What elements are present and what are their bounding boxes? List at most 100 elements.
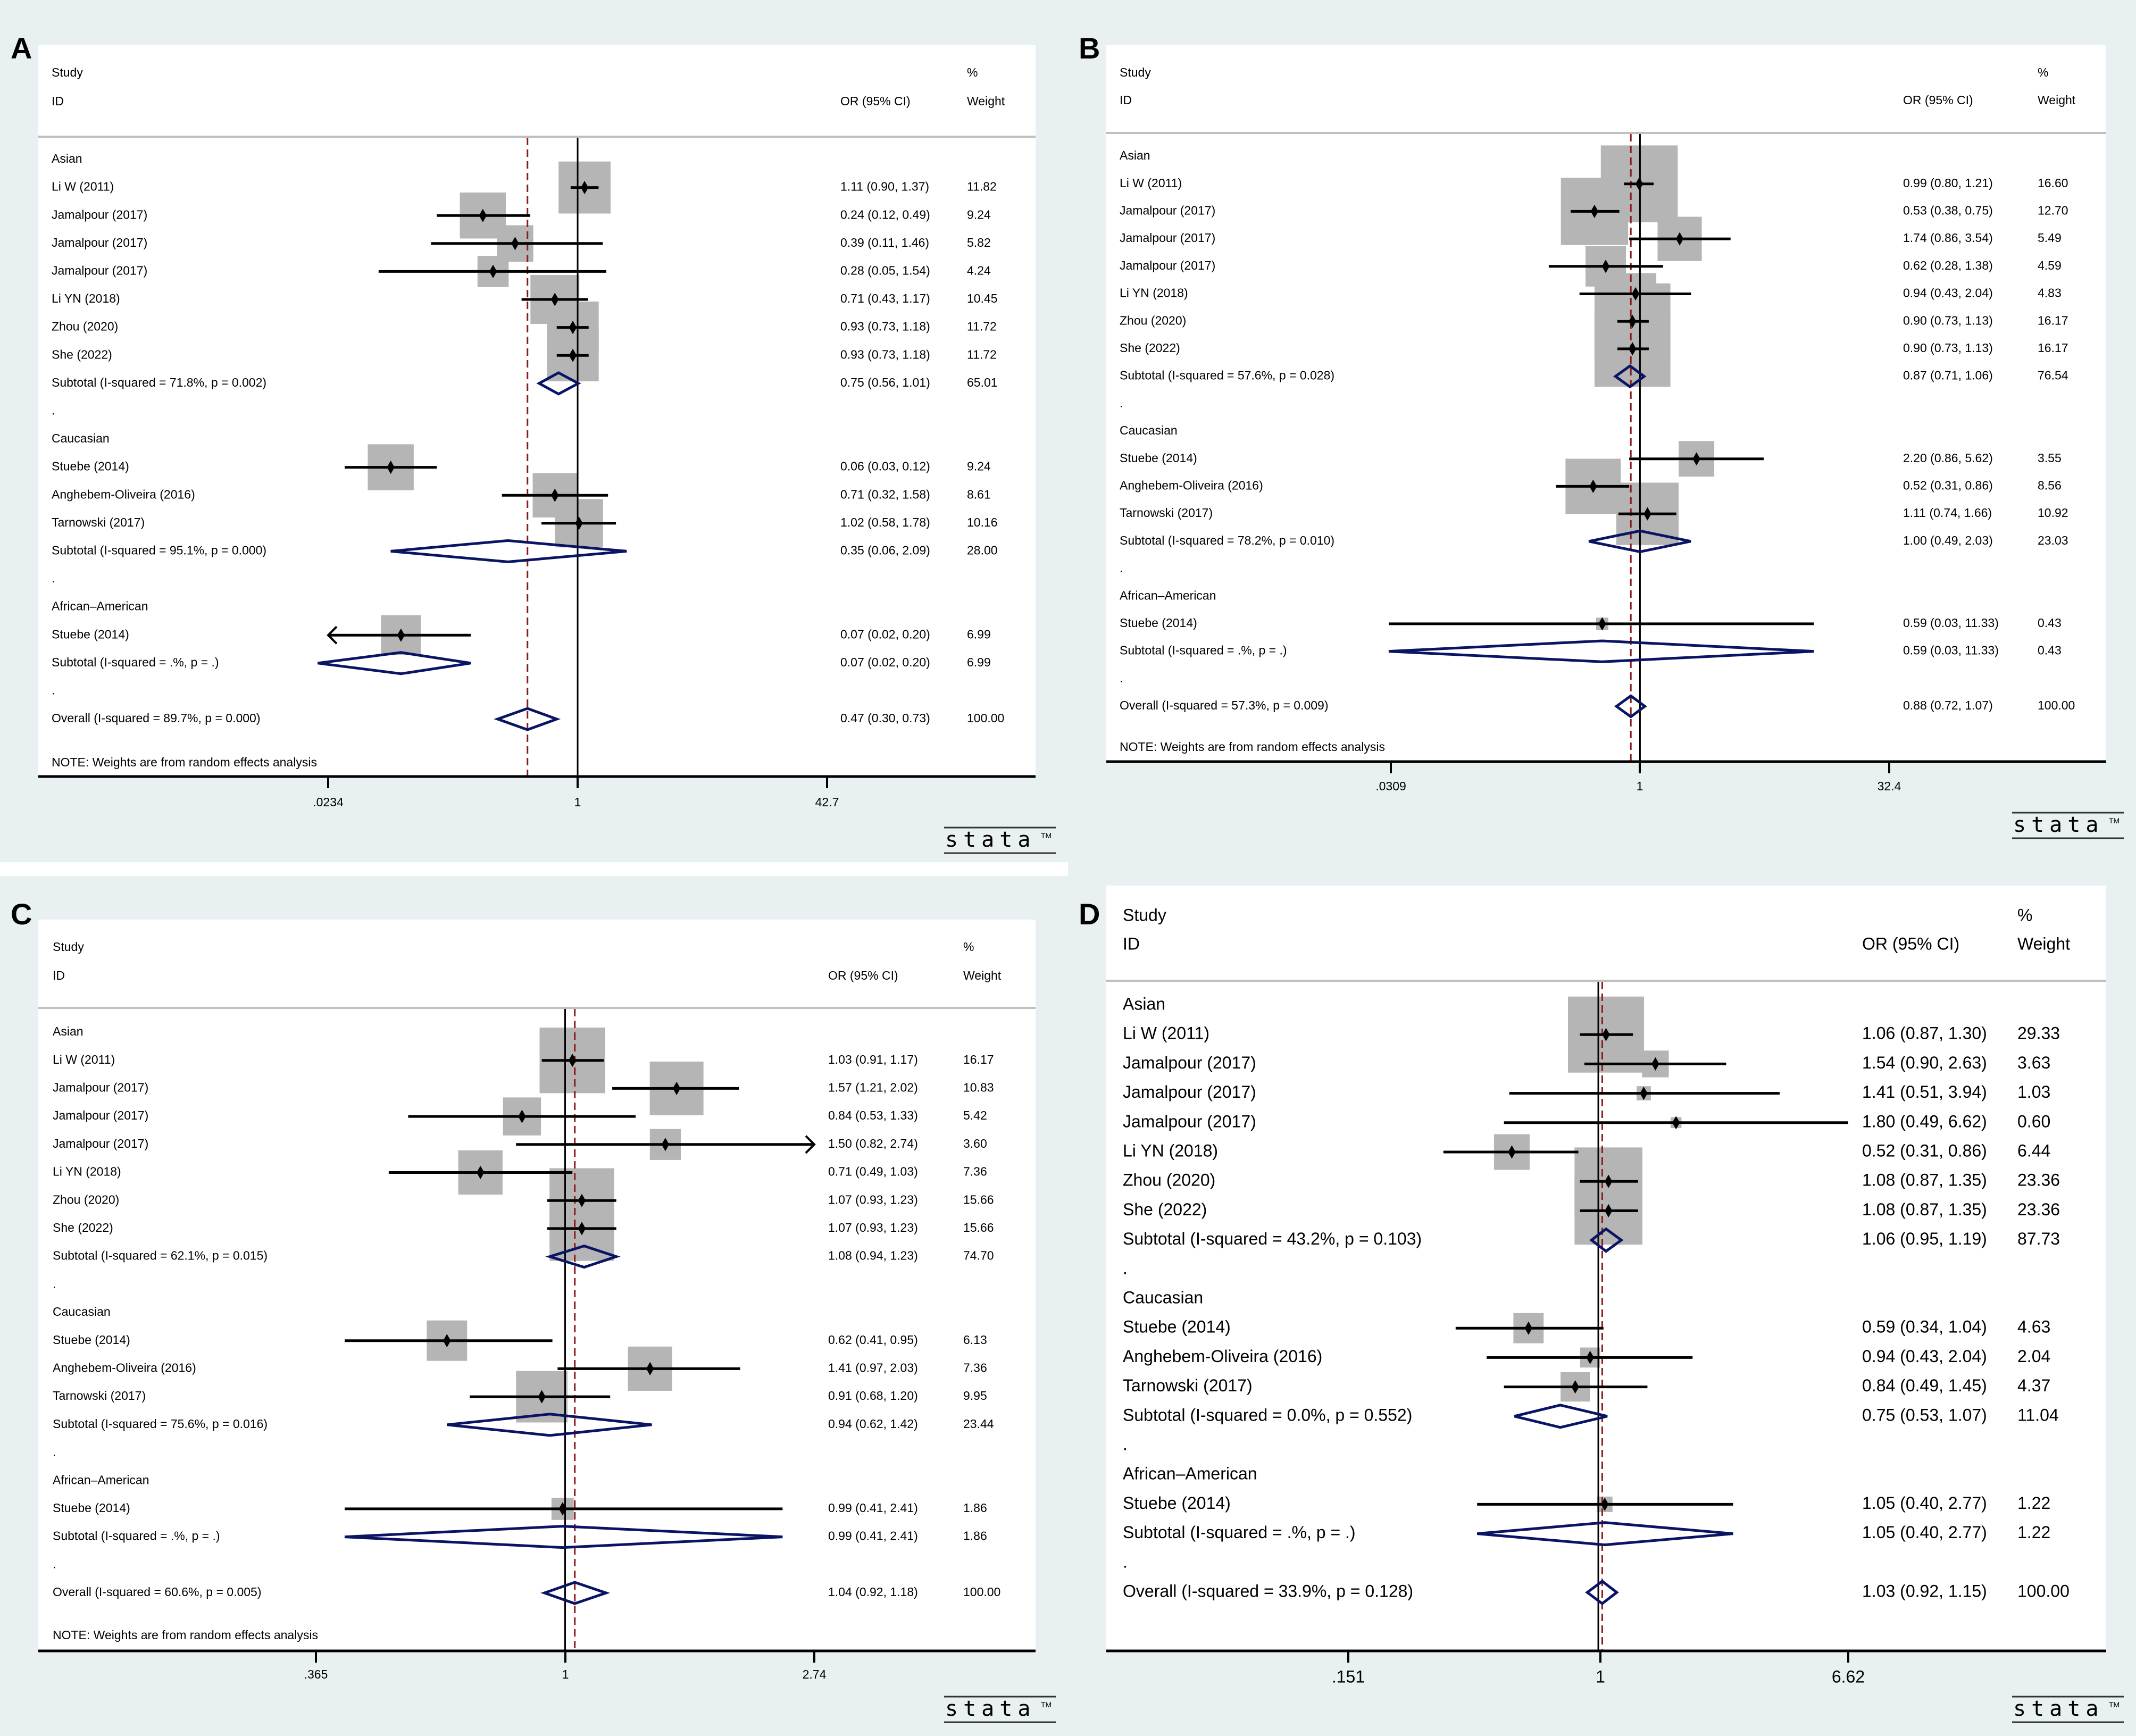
point-estimate-marker	[569, 321, 577, 335]
row-label-subtotal: Subtotal (I-squared = 71.8%, p = 0.002)	[52, 375, 266, 389]
row-label-study: Stuebe (2014)	[1120, 616, 1197, 630]
point-estimate-marker	[477, 1165, 485, 1180]
row-weight-text: 11.04	[2017, 1405, 2059, 1424]
row-label-group: Asian	[1123, 994, 1165, 1013]
overall-diamond	[1614, 694, 1647, 719]
point-estimate-marker	[518, 1109, 526, 1123]
row-weight-text: 11.82	[967, 180, 997, 194]
overall-diamond	[494, 707, 561, 731]
row-effect-text: 1.41 (0.51, 3.94)	[1862, 1082, 1987, 1101]
row-label-study: Tarnowski (2017)	[1123, 1376, 1253, 1395]
row-effect-text: 0.99 (0.41, 2.41)	[828, 1501, 918, 1515]
row-effect-text: 0.07 (0.02, 0.20)	[840, 655, 930, 669]
row-label-overall: Overall (I-squared = 57.3%, p = 0.009)	[1120, 698, 1329, 712]
row-effect-text: 0.75 (0.56, 1.01)	[840, 375, 930, 389]
point-estimate-marker	[511, 237, 519, 251]
row-label-study: Jamalpour (2017)	[1120, 231, 1215, 245]
row-label-study: Stuebe (2014)	[1123, 1317, 1231, 1337]
row-weight-text: 9.24	[967, 207, 991, 221]
x-tick-label: .0309	[1375, 779, 1406, 793]
row-effect-text: 0.84 (0.53, 1.33)	[828, 1108, 918, 1122]
row-label-overall: Overall (I-squared = 33.9%, p = 0.128)	[1123, 1581, 1413, 1600]
row-effect-text: 1.57 (1.21, 2.02)	[828, 1080, 918, 1094]
logo-tm: TM	[2109, 1700, 2120, 1709]
row-label-spacer: .	[1123, 1552, 1128, 1571]
row-effect-text: 1.41 (0.97, 2.03)	[828, 1361, 918, 1374]
row-weight-text: 29.33	[2017, 1024, 2060, 1043]
row-label-spacer: .	[1120, 396, 1123, 410]
row-effect-text: 0.39 (0.11, 1.46)	[840, 236, 929, 249]
row-weight-text: 7.36	[963, 1361, 987, 1374]
row-label-subtotal: Subtotal (I-squared = 62.1%, p = 0.015)	[53, 1249, 268, 1263]
stata-logo-icon: stata TM	[944, 1696, 1056, 1723]
header-weight: Weight	[967, 94, 1005, 108]
point-estimate-marker	[1604, 1174, 1613, 1188]
point-estimate-marker	[1604, 1204, 1613, 1217]
row-weight-text: 3.60	[963, 1137, 987, 1150]
point-estimate-marker	[551, 293, 559, 306]
logo-text: stata	[2013, 1697, 2104, 1721]
row-weight-text: 9.95	[963, 1389, 987, 1403]
row-label-study: Jamalpour (2017)	[52, 263, 147, 277]
point-estimate-marker	[578, 1222, 586, 1236]
row-label-study: Li W (2011)	[1123, 1024, 1209, 1043]
subtotal-diamond	[1588, 529, 1691, 553]
row-label-study: Anghebem-Oliveira (2016)	[53, 1361, 196, 1374]
row-label-group: Asian	[53, 1024, 84, 1038]
row-label-study: Jamalpour (2017)	[53, 1080, 148, 1094]
row-effect-text: 0.99 (0.80, 1.21)	[1903, 176, 1993, 190]
row-weight-text: 0.43	[2038, 616, 2062, 630]
row-weight-text: 3.55	[2038, 451, 2062, 465]
point-estimate-marker	[569, 1054, 577, 1067]
row-label-subtotal: Subtotal (I-squared = .%, p = .)	[1123, 1523, 1356, 1542]
row-effect-text: 0.07 (0.02, 0.20)	[840, 627, 930, 641]
row-effect-text: 1.08 (0.87, 1.35)	[1862, 1200, 1987, 1219]
point-estimate-marker	[1590, 204, 1599, 218]
header-effect: OR (95% CI)	[840, 94, 911, 108]
forest-panel-a: Study ID OR (95% CI)% Weight Asian Li W (2011…	[38, 45, 1056, 854]
x-tick-label: .0234	[313, 795, 344, 809]
row-label-study: Tarnowski (2017)	[52, 515, 145, 529]
row-label-group: African–American	[1120, 588, 1216, 602]
row-effect-text: 1.00 (0.49, 2.03)	[1903, 533, 1993, 547]
row-effect-text: 0.93 (0.73, 1.18)	[840, 347, 930, 361]
row-label-spacer: .	[1120, 561, 1123, 575]
point-estimate-marker	[443, 1334, 451, 1348]
row-label-study: Tarnowski (2017)	[53, 1389, 146, 1403]
row-effect-text: 0.88 (0.72, 1.07)	[1903, 698, 1993, 712]
subtotal-diamond	[344, 1525, 783, 1549]
point-estimate-marker	[1635, 177, 1643, 191]
row-label-study: Tarnowski (2017)	[1120, 506, 1213, 520]
footnote: NOTE: Weights are from random effects an…	[52, 755, 317, 769]
row-label-subtotal: Subtotal (I-squared = 0.0%, p = 0.552)	[1123, 1405, 1412, 1424]
logo-text: stata	[945, 828, 1036, 852]
plot-area	[38, 45, 1036, 777]
row-label-subtotal: Subtotal (I-squared = 43.2%, p = 0.103)	[1123, 1229, 1422, 1248]
row-label-study: Anghebem-Oliveira (2016)	[1123, 1347, 1322, 1366]
point-estimate-marker	[1640, 1087, 1648, 1100]
row-label-group: Caucasian	[1120, 423, 1178, 437]
row-effect-text: 0.87 (0.71, 1.06)	[1903, 369, 1993, 382]
row-effect-text: 1.07 (0.93, 1.23)	[828, 1192, 918, 1206]
row-label-study: Li W (2011)	[1120, 176, 1182, 190]
row-weight-text: 4.37	[2017, 1376, 2050, 1395]
row-label-study: Jamalpour (2017)	[53, 1137, 148, 1150]
row-weight-text: 1.03	[2017, 1082, 2050, 1101]
row-effect-text: 0.24 (0.12, 0.49)	[840, 207, 930, 221]
header-weight-percent: %	[963, 940, 974, 954]
forest-panel-b: Study ID OR (95% CI)% Weight Asian Li W (2011…	[1106, 45, 2124, 839]
panel-label-a: A	[11, 31, 32, 65]
row-weight-text: 10.16	[967, 515, 998, 529]
row-weight-text: 4.83	[2038, 286, 2062, 300]
subtotal-diamond	[1514, 1404, 1608, 1429]
header-weight-percent: %	[2017, 905, 2032, 924]
overall-diamond	[540, 1581, 611, 1605]
point-estimate-marker	[1629, 314, 1637, 328]
panel-label-c: C	[11, 897, 32, 931]
point-estimate-marker	[1643, 507, 1651, 521]
row-weight-text: 100.00	[963, 1585, 1000, 1599]
row-label-overall: Overall (I-squared = 89.7%, p = 0.000)	[52, 711, 261, 725]
row-label-spacer: .	[52, 571, 55, 585]
header-study: Study	[53, 940, 84, 954]
point-estimate-marker	[551, 488, 559, 502]
